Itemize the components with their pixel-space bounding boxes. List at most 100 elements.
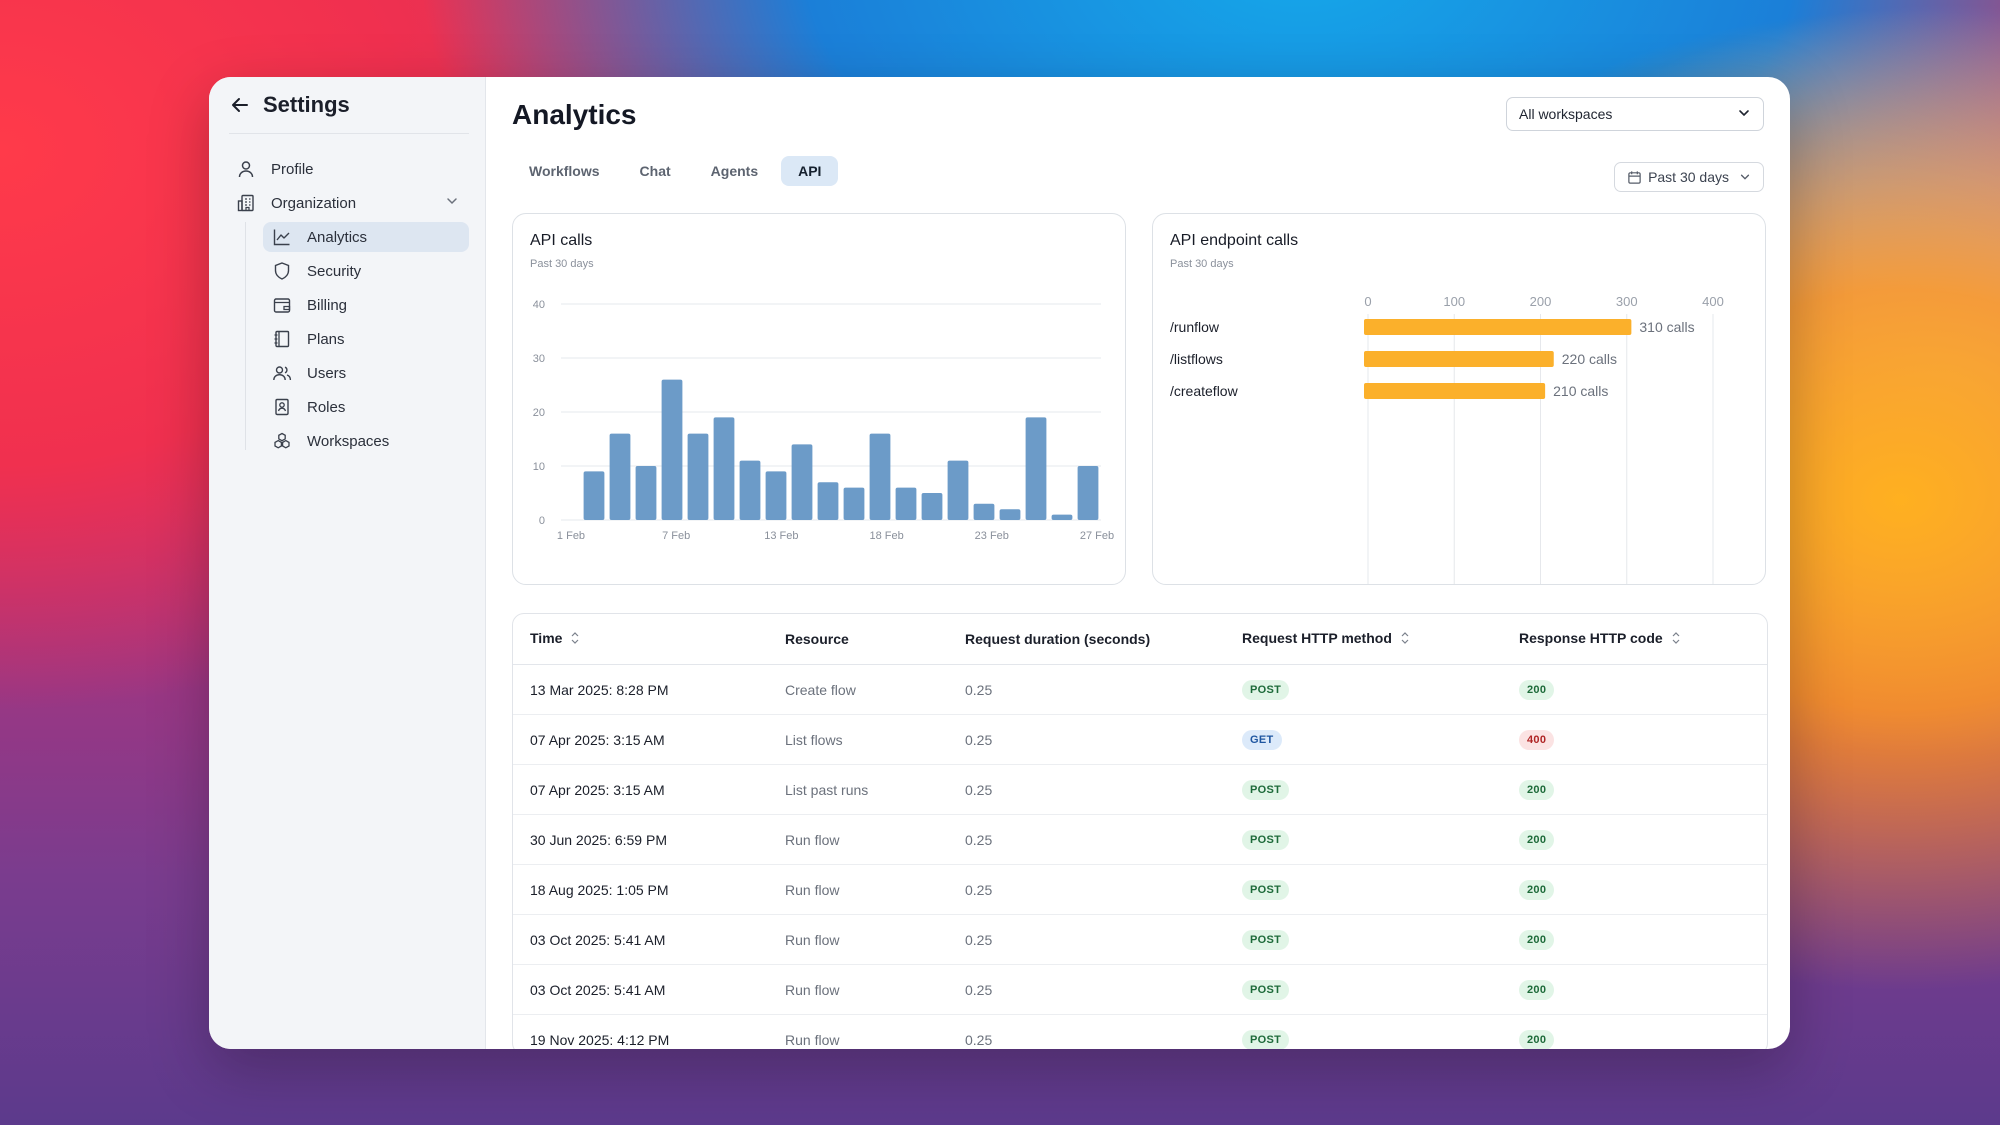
column-header-code[interactable]: Response HTTP code bbox=[1502, 614, 1767, 665]
cell-time: 30 Jun 2025: 6:59 PM bbox=[513, 814, 768, 865]
user-icon bbox=[235, 158, 257, 180]
sidebar-item-organization[interactable]: Organization bbox=[227, 188, 469, 218]
line-chart-icon bbox=[271, 226, 293, 248]
cubes-icon bbox=[271, 430, 293, 452]
sidebar-item-workspaces[interactable]: Workspaces bbox=[263, 426, 469, 456]
column-header-method[interactable]: Request HTTP method bbox=[1225, 614, 1502, 665]
method-badge: POST bbox=[1242, 679, 1290, 700]
bar[interactable] bbox=[973, 503, 995, 520]
bar[interactable] bbox=[1364, 351, 1554, 367]
y-tick-label: 20 bbox=[533, 407, 545, 419]
sort-icon[interactable] bbox=[1671, 631, 1681, 648]
table-row[interactable]: 03 Oct 2025: 5:41 AM Run flow 0.25 POST 200 bbox=[513, 964, 1767, 1015]
column-header-time[interactable]: Time bbox=[513, 614, 768, 665]
cell-method: POST bbox=[1225, 864, 1502, 915]
cell-time: 19 Nov 2025: 4:12 PM bbox=[513, 1014, 768, 1049]
tab-chat[interactable]: Chat bbox=[639, 163, 671, 179]
bar[interactable] bbox=[817, 482, 839, 520]
building-icon bbox=[235, 192, 257, 214]
sidebar-nav: Profile Organization bbox=[209, 134, 485, 218]
x-tick-label: 13 Feb bbox=[764, 530, 798, 542]
sidebar-item-roles[interactable]: Roles bbox=[263, 392, 469, 422]
bar[interactable] bbox=[687, 433, 709, 520]
cell-method: POST bbox=[1225, 814, 1502, 865]
y-tick-label: 0 bbox=[539, 515, 545, 527]
sort-icon[interactable] bbox=[1400, 631, 1410, 648]
x-tick-label: 23 Feb bbox=[975, 530, 1009, 542]
sidebar-header: Settings bbox=[229, 77, 469, 134]
cell-duration: 0.25 bbox=[948, 714, 1225, 765]
sidebar-item-profile[interactable]: Profile bbox=[227, 154, 469, 184]
cell-time: 07 Apr 2025: 3:15 AM bbox=[513, 714, 768, 765]
sidebar-item-label: Profile bbox=[271, 160, 314, 178]
x-tick-label: 200 bbox=[1530, 294, 1552, 309]
bar[interactable] bbox=[999, 509, 1021, 520]
table-row[interactable]: 19 Nov 2025: 4:12 PM Run flow 0.25 POST 200 bbox=[513, 1014, 1767, 1049]
cell-resource: Run flow bbox=[768, 914, 948, 965]
sort-icon[interactable] bbox=[570, 631, 580, 648]
sidebar-item-security[interactable]: Security bbox=[263, 256, 469, 286]
table-row[interactable]: 07 Apr 2025: 3:15 AM List past runs 0.25 PO… bbox=[513, 764, 1767, 815]
chevron-down-icon[interactable] bbox=[445, 194, 459, 212]
cell-resource: Run flow bbox=[768, 864, 948, 915]
data-label: 220 calls bbox=[1562, 351, 1617, 367]
bar[interactable] bbox=[921, 493, 943, 520]
status-badge: 200 bbox=[1519, 979, 1555, 1000]
page-title: Analytics bbox=[512, 99, 637, 130]
table-row[interactable]: 07 Apr 2025: 3:15 AM List flows 0.25 GET 400 bbox=[513, 714, 1767, 765]
cell-method: POST bbox=[1225, 764, 1502, 815]
bar[interactable] bbox=[1025, 417, 1047, 520]
bar[interactable] bbox=[635, 466, 657, 520]
back-arrow-icon[interactable] bbox=[229, 94, 251, 116]
x-tick-label: 27 Feb bbox=[1080, 530, 1114, 542]
bar[interactable] bbox=[843, 487, 865, 520]
bar[interactable] bbox=[713, 417, 735, 520]
method-badge: POST bbox=[1242, 929, 1290, 950]
cell-time: 13 Mar 2025: 8:28 PM bbox=[513, 664, 768, 715]
api-calls-card: API calls Past 30 days 0 10 20 30 40 1 Feb 7 F… bbox=[512, 213, 1126, 585]
sidebar-item-analytics[interactable]: Analytics bbox=[263, 222, 469, 252]
tab-workflows[interactable]: Workflows bbox=[529, 163, 600, 179]
sidebar-item-label: Workspaces bbox=[307, 432, 390, 450]
sidebar-item-label: Security bbox=[307, 262, 362, 280]
date-range-picker[interactable]: Past 30 days bbox=[1614, 162, 1764, 192]
bar[interactable] bbox=[765, 471, 787, 520]
status-badge: 200 bbox=[1519, 679, 1555, 700]
bar[interactable] bbox=[1051, 514, 1073, 520]
table-row[interactable]: 30 Jun 2025: 6:59 PM Run flow 0.25 POST 200 bbox=[513, 814, 1767, 865]
status-badge: 200 bbox=[1519, 779, 1555, 800]
bar[interactable] bbox=[869, 433, 891, 520]
api-endpoint-calls-chart: 0 100 200 300 400/runflow 310 calls/listflows… bbox=[1170, 294, 1724, 584]
sidebar-item-users[interactable]: Users bbox=[263, 358, 469, 388]
cell-code: 200 bbox=[1502, 1014, 1767, 1049]
bar[interactable] bbox=[895, 487, 917, 520]
status-badge: 200 bbox=[1519, 829, 1555, 850]
sidebar-item-billing[interactable]: Billing bbox=[263, 290, 469, 320]
table-row[interactable]: 18 Aug 2025: 1:05 PM Run flow 0.25 POST 200 bbox=[513, 864, 1767, 915]
chart-subtitle: Past 30 days bbox=[1170, 258, 1234, 270]
bar[interactable] bbox=[1364, 319, 1632, 335]
tab-api[interactable]: API bbox=[781, 156, 839, 186]
bar[interactable] bbox=[739, 460, 761, 520]
chevron-down-icon bbox=[1739, 171, 1751, 183]
tab-agents[interactable]: Agents bbox=[710, 163, 759, 179]
table-row[interactable]: 13 Mar 2025: 8:28 PM Create flow 0.25 POST 2… bbox=[513, 664, 1767, 715]
category-label: /runflow bbox=[1170, 319, 1220, 335]
bar[interactable] bbox=[661, 379, 683, 520]
cell-duration: 0.25 bbox=[948, 1014, 1225, 1049]
cell-resource: List flows bbox=[768, 714, 948, 765]
id-badge-icon bbox=[271, 396, 293, 418]
bar[interactable] bbox=[791, 444, 813, 520]
table-row[interactable]: 03 Oct 2025: 5:41 AM Run flow 0.25 POST 200 bbox=[513, 914, 1767, 965]
sidebar-item-plans[interactable]: Plans bbox=[263, 324, 469, 354]
workspace-select[interactable]: All workspaces bbox=[1506, 97, 1764, 131]
status-badge: 200 bbox=[1519, 879, 1555, 900]
bar[interactable] bbox=[1077, 466, 1099, 520]
cell-time: 07 Apr 2025: 3:15 AM bbox=[513, 764, 768, 815]
bar[interactable] bbox=[583, 471, 605, 520]
bar[interactable] bbox=[1364, 383, 1546, 399]
bar[interactable] bbox=[609, 433, 631, 520]
sidebar-item-label: Users bbox=[307, 364, 347, 382]
cell-duration: 0.25 bbox=[948, 864, 1225, 915]
bar[interactable] bbox=[947, 460, 969, 520]
